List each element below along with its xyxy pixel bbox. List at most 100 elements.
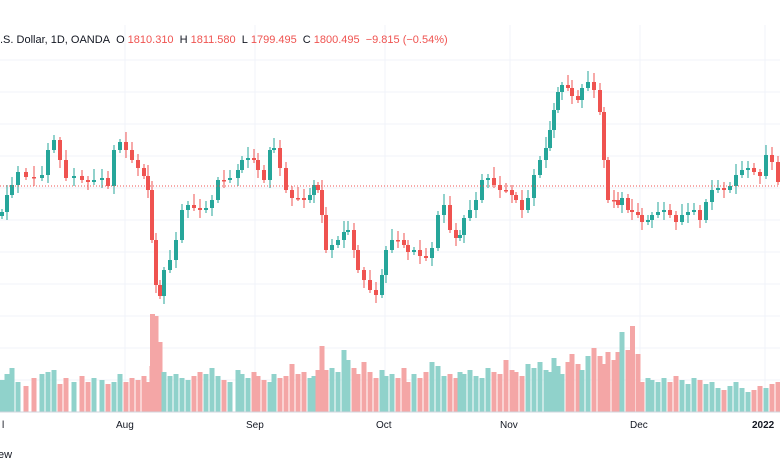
candle-down xyxy=(776,162,780,182)
candle-up xyxy=(5,195,9,212)
volume-bar xyxy=(453,378,459,412)
candle-down xyxy=(356,250,360,270)
change-value: −9.815 (−0.54%) xyxy=(365,34,448,46)
candle-up xyxy=(728,186,732,190)
volume-bar xyxy=(373,378,379,412)
volume-bar xyxy=(221,380,227,412)
volume-bar xyxy=(531,368,537,412)
volume-bar xyxy=(197,372,203,412)
volume-bar xyxy=(559,374,565,412)
volume-bar xyxy=(307,378,313,412)
volume-bar xyxy=(379,370,385,412)
volume-bar xyxy=(491,372,497,412)
volume-bar xyxy=(319,346,325,412)
candle-down xyxy=(492,178,496,185)
candle-down xyxy=(252,158,256,160)
candle-up xyxy=(0,212,4,216)
candle-up xyxy=(656,212,660,215)
volume-bar xyxy=(739,388,745,412)
candle-down xyxy=(406,245,410,252)
candle-down xyxy=(278,148,282,168)
candle-up xyxy=(180,210,184,240)
candle-up xyxy=(118,142,122,150)
candle-down xyxy=(262,170,266,180)
candle-up xyxy=(40,175,44,178)
candle-up xyxy=(474,200,478,210)
candle-up xyxy=(312,185,316,195)
volume-bar xyxy=(245,378,251,412)
candle-up xyxy=(646,220,650,222)
volume-bar xyxy=(709,382,715,412)
candle-down xyxy=(368,280,372,290)
candle-up xyxy=(112,150,116,186)
candle-up xyxy=(72,176,76,178)
volume-bar xyxy=(157,342,163,412)
volume-bar xyxy=(751,390,757,412)
candle-up xyxy=(650,215,654,220)
candle-down xyxy=(454,230,458,238)
volume-bar xyxy=(267,382,273,412)
candle-up xyxy=(462,218,466,235)
candle-up xyxy=(692,210,696,212)
candle-down xyxy=(150,190,154,240)
volume-bar xyxy=(401,368,407,412)
volume-bar xyxy=(79,376,85,412)
candle-down xyxy=(124,142,128,150)
candle-up xyxy=(228,178,232,180)
candle-down xyxy=(80,176,84,180)
candle-down xyxy=(616,200,620,205)
volume-bar xyxy=(351,368,357,412)
candle-up xyxy=(236,170,240,178)
volume-bar xyxy=(57,384,63,412)
volume-bar xyxy=(23,386,29,412)
volume-bar xyxy=(697,380,703,412)
candle-down xyxy=(136,160,140,168)
candle-down xyxy=(498,185,502,190)
candle-down xyxy=(402,240,406,245)
volume-bar xyxy=(111,382,117,412)
chart-grid xyxy=(0,25,780,412)
volume-bar xyxy=(335,372,341,412)
candle-up xyxy=(746,168,750,170)
x-tick-dec: Dec xyxy=(630,420,648,431)
volume-bar xyxy=(4,374,10,412)
candle-down xyxy=(752,168,756,172)
candle-down xyxy=(602,112,606,160)
low-value: L 1799.495 xyxy=(241,34,297,46)
candle-down xyxy=(698,210,702,220)
candle-down xyxy=(222,180,226,182)
candle-up xyxy=(216,180,220,200)
symbol-legend[interactable]: .S. Dollar, 1D, OANDA O 1810.310 H 1811.58… xyxy=(0,34,451,46)
candle-up xyxy=(740,170,744,175)
candle-up xyxy=(548,130,552,148)
volume-bar xyxy=(727,386,733,412)
candle-up xyxy=(580,88,584,100)
volume-bar xyxy=(513,372,519,412)
volume-bar xyxy=(85,382,91,412)
candle-down xyxy=(612,200,616,202)
candle-up xyxy=(556,92,560,110)
volume-bar xyxy=(601,364,607,412)
volume-bar xyxy=(215,376,221,412)
candle-up xyxy=(412,250,416,252)
volume-bar xyxy=(117,374,123,412)
candle-down xyxy=(396,240,400,242)
candle-up xyxy=(468,210,472,218)
volume-bar xyxy=(345,360,351,412)
volume-bar xyxy=(209,368,215,412)
candle-up xyxy=(380,275,384,295)
candle-down xyxy=(64,160,68,178)
candle-down xyxy=(570,88,574,96)
volume-bar xyxy=(591,348,597,412)
candle-up xyxy=(704,202,708,220)
volume-bar xyxy=(423,372,429,412)
candle-up xyxy=(52,140,56,150)
candle-up xyxy=(560,85,564,92)
volume-bar xyxy=(405,382,411,412)
volume-bar xyxy=(355,374,361,412)
footer-text: ew xyxy=(0,449,13,461)
candle-down xyxy=(636,212,640,215)
volume-bar xyxy=(479,378,485,412)
volume-bar xyxy=(15,382,21,412)
